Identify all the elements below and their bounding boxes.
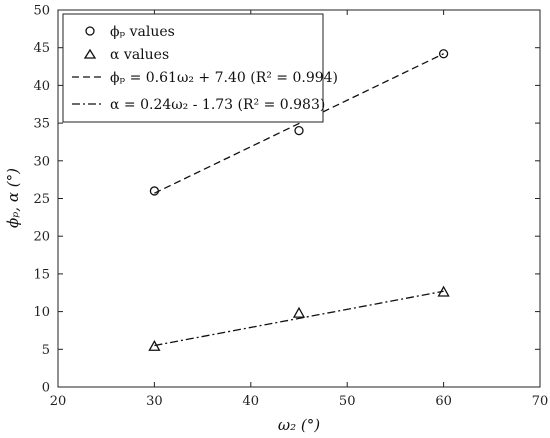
- data-point-circle: [294, 125, 304, 136]
- data-point-triangle: [148, 339, 161, 351]
- x-tick-label: 70: [532, 394, 549, 409]
- legend-triangle-marker: [83, 48, 97, 59]
- legend-circle-marker: [85, 26, 95, 36]
- legend-series-alpha-fit: α = 0.24ω₂ - 1.73 (R² = 0.983): [110, 97, 325, 113]
- y-tick-label: 25: [33, 192, 50, 207]
- legend: ϕₚ values α values ϕₚ = 0.61ω₂ + 7.40 (R…: [62, 13, 338, 123]
- y-axis-ticks: 0 5 10 15 20 25 30 35 40 45 50: [33, 4, 540, 396]
- data-point-triangle: [437, 285, 450, 297]
- y-tick-label: 0: [42, 381, 50, 396]
- y-tick-label: 20: [33, 230, 50, 245]
- fit-lines: [154, 53, 444, 347]
- y-tick-label: 40: [33, 79, 50, 94]
- data-markers: [148, 49, 450, 351]
- legend-series-alpha-values: α values: [110, 47, 169, 63]
- fit-line-series-2: [154, 53, 444, 194]
- y-tick-label: 30: [33, 154, 50, 169]
- y-tick-label: 35: [33, 117, 50, 132]
- legend-box: [62, 13, 324, 123]
- y-axis-label: ϕₚ, α (°): [4, 168, 22, 228]
- x-tick-label: 50: [339, 394, 356, 409]
- y-tick-label: 50: [33, 4, 50, 19]
- legend-series-phi-values: ϕₚ values: [110, 24, 175, 40]
- legend-series-phi-fit: ϕₚ = 0.61ω₂ + 7.40 (R² = 0.994): [110, 70, 338, 86]
- y-tick-label: 5: [42, 343, 50, 358]
- x-tick-label: 40: [243, 394, 260, 409]
- y-tick-label: 15: [33, 267, 50, 282]
- x-tick-label: 20: [50, 394, 67, 409]
- x-axis-ticks: 20 30 40 50 60 70: [50, 10, 549, 409]
- data-point-circle: [438, 49, 449, 59]
- x-tick-label: 30: [146, 394, 163, 409]
- y-tick-label: 45: [33, 41, 50, 56]
- y-tick-label: 10: [33, 305, 50, 320]
- x-axis-label: ω₂ (°): [278, 416, 320, 434]
- data-point-circle: [149, 186, 160, 196]
- data-point-triangle: [292, 306, 306, 318]
- fit-line-series-3: [154, 290, 444, 347]
- x-tick-label: 60: [435, 394, 452, 409]
